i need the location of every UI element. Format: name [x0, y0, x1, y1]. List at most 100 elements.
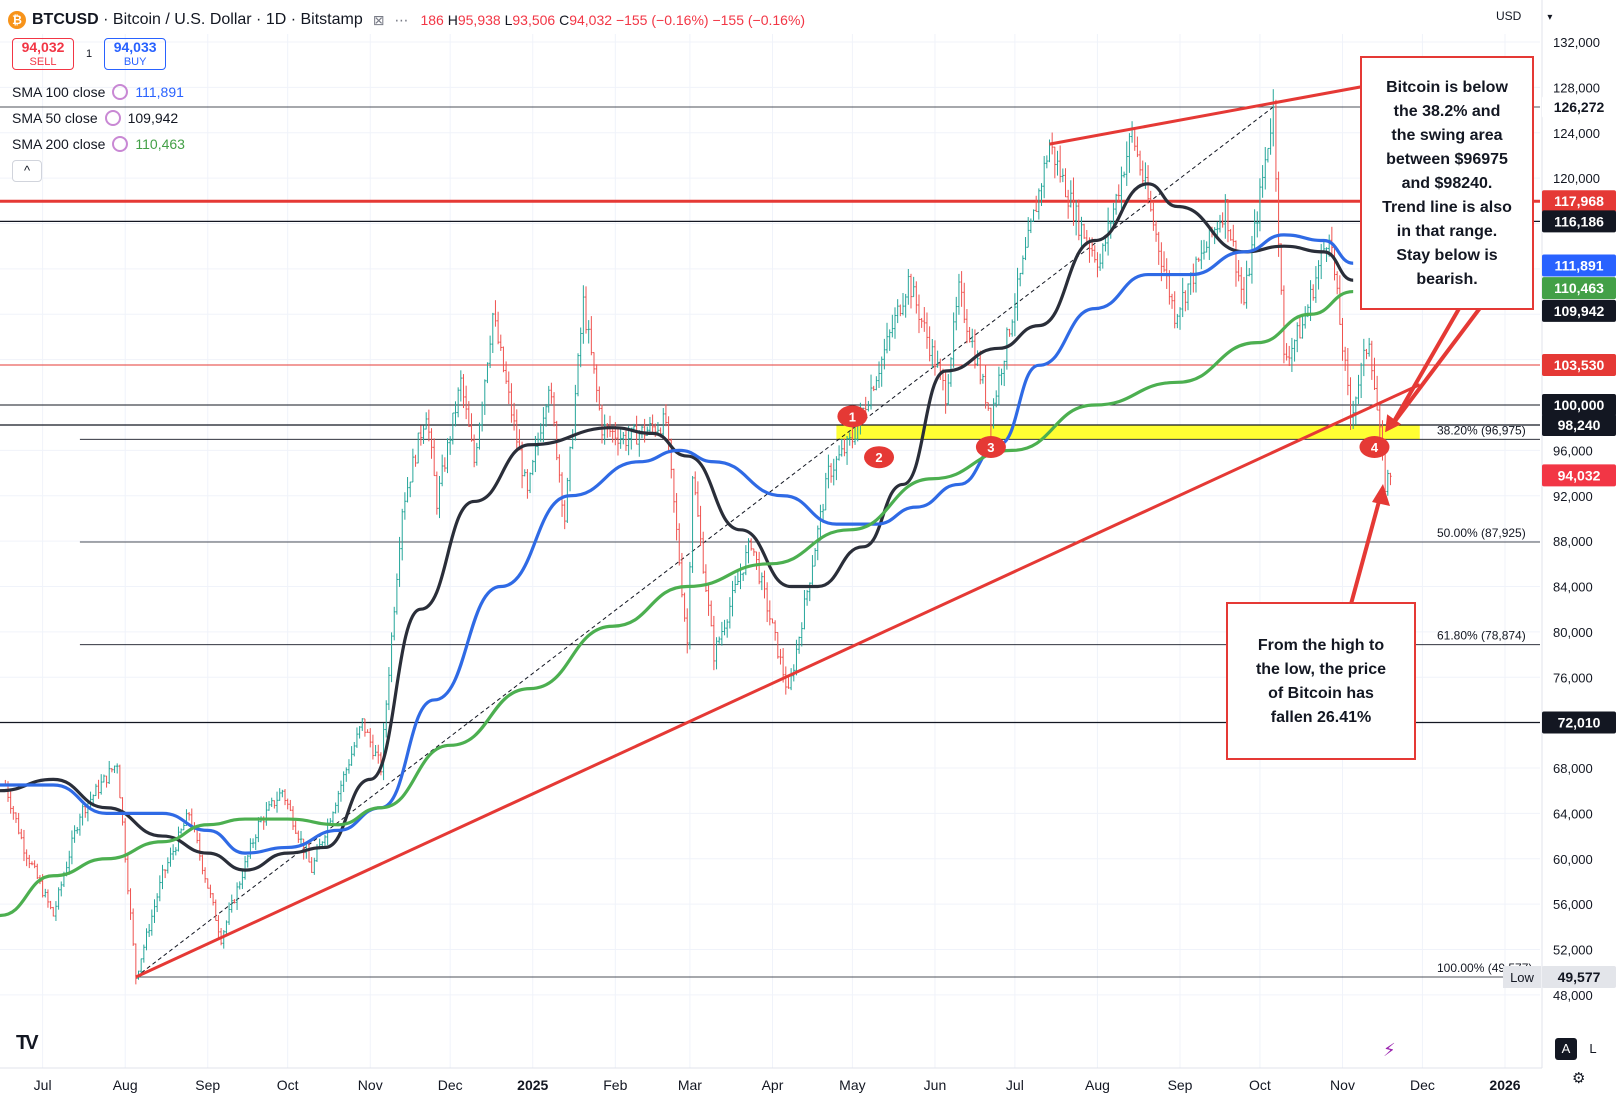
price-label: 126,272 — [1554, 99, 1605, 115]
ohlc-change-2: −155 (−0.16%) — [712, 12, 806, 28]
price-label: 103,530 — [1554, 357, 1605, 373]
lightning-icon[interactable]: ⚡ — [1383, 1040, 1396, 1060]
x-tick-label: Oct — [1249, 1077, 1271, 1093]
compare-icon[interactable]: ⊠ — [372, 11, 385, 28]
y-tick-label: 64,000 — [1553, 806, 1593, 821]
annotation-arrow — [1349, 493, 1383, 605]
loading-icon — [104, 110, 121, 126]
annotation-line: the 38.2% and — [1393, 103, 1501, 120]
price-label: 109,942 — [1554, 303, 1605, 319]
annotation-line: Bitcoin is below — [1386, 79, 1508, 96]
annotation-line: the low, the price — [1255, 661, 1387, 678]
fib-level-label: 50.00% (87,925) — [1437, 526, 1526, 540]
price-label-bg — [1542, 394, 1616, 417]
price-label-bg — [1542, 254, 1616, 277]
x-tick-label: Dec — [1410, 1077, 1435, 1093]
price-label-bg — [1542, 210, 1616, 233]
x-tick-label: Mar — [678, 1077, 702, 1093]
x-tick-label: Apr — [762, 1077, 784, 1093]
symbol[interactable]: BTCUSD — [32, 11, 99, 28]
price-label-bg — [1542, 277, 1616, 300]
currency-selector[interactable]: USD ▾ — [1496, 9, 1553, 23]
chart-header: ₿ BTCUSD · Bitcoin / U.S. Dollar · 1D · … — [8, 8, 805, 32]
annotation-line: and $98240. — [1401, 175, 1493, 192]
price-label-bg — [1542, 464, 1616, 487]
x-tick-label: Aug — [1085, 1077, 1110, 1093]
log-scale-button[interactable]: L — [1589, 1041, 1597, 1056]
chevron-down-icon: ▾ — [1547, 12, 1553, 23]
swing-area-highlight — [836, 424, 1420, 440]
indicator-sma100[interactable]: SMA 100 close 111,891 — [12, 84, 184, 100]
y-tick-label: 132,000 — [1553, 35, 1600, 50]
tradingview-logo: TV — [16, 1032, 38, 1054]
x-tick-label: Feb — [603, 1077, 627, 1093]
annotation-line: fallen 26.41% — [1270, 709, 1372, 726]
y-tick-label: 88,000 — [1553, 534, 1593, 549]
indicator-sma200[interactable]: SMA 200 close 110,463 — [12, 136, 185, 152]
buy-button[interactable]: 94,033 BUY — [104, 38, 167, 70]
fib-level-label: 38.20% (96,975) — [1437, 423, 1526, 437]
x-tick-label: Jul — [34, 1077, 52, 1093]
x-tick-label: Jul — [1006, 1077, 1024, 1093]
price-label: 116,186 — [1554, 213, 1604, 229]
y-tick-label: 96,000 — [1553, 443, 1593, 458]
x-tick-label: May — [839, 1077, 865, 1093]
x-tick-label: Nov — [358, 1077, 383, 1093]
x-tick-label: Nov — [1330, 1077, 1355, 1093]
ohlc-close: 94,032 — [569, 12, 613, 28]
spread-value: 1 — [86, 48, 93, 60]
price-label: 94,032 — [1558, 467, 1601, 483]
price-label: 72,010 — [1558, 715, 1601, 731]
price-label-bg — [1542, 96, 1616, 118]
ohlc-open: 186 — [420, 12, 444, 28]
collapse-legend-button[interactable]: ^ — [12, 160, 42, 182]
trend-line-support — [135, 383, 1421, 979]
price-label: 111,891 — [1554, 257, 1603, 273]
fib-level-label: 61.80% (78,874) — [1437, 629, 1526, 643]
price-label-bg — [1542, 413, 1616, 436]
price-label: 98,240 — [1558, 417, 1601, 433]
low-label-bg — [1503, 966, 1541, 988]
annotation-line: Trend line is also — [1382, 199, 1512, 216]
symbol-title: Bitcoin / U.S. Dollar — [112, 11, 252, 28]
y-tick-label: 52,000 — [1553, 943, 1593, 958]
sell-button[interactable]: 94,032 SELL — [12, 38, 74, 70]
annotation-line: between $96975 — [1386, 151, 1508, 168]
marker-label: 3 — [987, 440, 994, 455]
price-label: 100,000 — [1554, 397, 1605, 413]
price-axis-background — [1542, 0, 1623, 1104]
x-tick-label: Aug — [113, 1077, 138, 1093]
interval[interactable]: 1D — [265, 11, 287, 28]
y-tick-label: 84,000 — [1553, 580, 1593, 595]
arrow-head — [1372, 484, 1390, 506]
y-tick-label: 124,000 — [1553, 126, 1600, 141]
price-label-bg — [1542, 353, 1616, 376]
y-tick-label: 120,000 — [1553, 171, 1600, 186]
indicator-sma50[interactable]: SMA 50 close 109,942 — [12, 110, 179, 126]
annotation-line: bearish. — [1416, 271, 1478, 288]
loading-icon — [112, 84, 129, 100]
marker-3 — [975, 435, 1006, 458]
x-tick-label: Oct — [277, 1077, 299, 1093]
exchange: Bitstamp — [300, 11, 363, 28]
x-tick-label: Dec — [438, 1077, 463, 1093]
price-label-bg — [1542, 966, 1616, 988]
gear-icon[interactable]: ⚙ — [1572, 1070, 1586, 1087]
y-tick-label: 48,000 — [1553, 988, 1593, 1003]
annotation-box-bearish: Bitcoin is below the 38.2% and the swing a… — [1360, 56, 1534, 310]
sma50-line — [0, 182, 1354, 872]
price-label: 110,463 — [1554, 280, 1604, 296]
x-tick-label: 2025 — [517, 1077, 548, 1093]
x-tick-label: Sep — [195, 1077, 220, 1093]
price-label: 117,968 — [1554, 193, 1604, 209]
x-tick-label: Sep — [1168, 1077, 1193, 1093]
auto-scale-button[interactable]: A — [1555, 1038, 1577, 1060]
time-axis-background — [0, 1068, 1542, 1104]
more-icon[interactable]: ⋯ — [394, 11, 409, 28]
marker-2 — [864, 446, 895, 469]
annotation-line: From the high to — [1257, 637, 1385, 654]
x-tick-label: Jun — [924, 1077, 947, 1093]
annotation-arrow — [1389, 298, 1488, 428]
y-tick-label: 92,000 — [1553, 489, 1593, 504]
